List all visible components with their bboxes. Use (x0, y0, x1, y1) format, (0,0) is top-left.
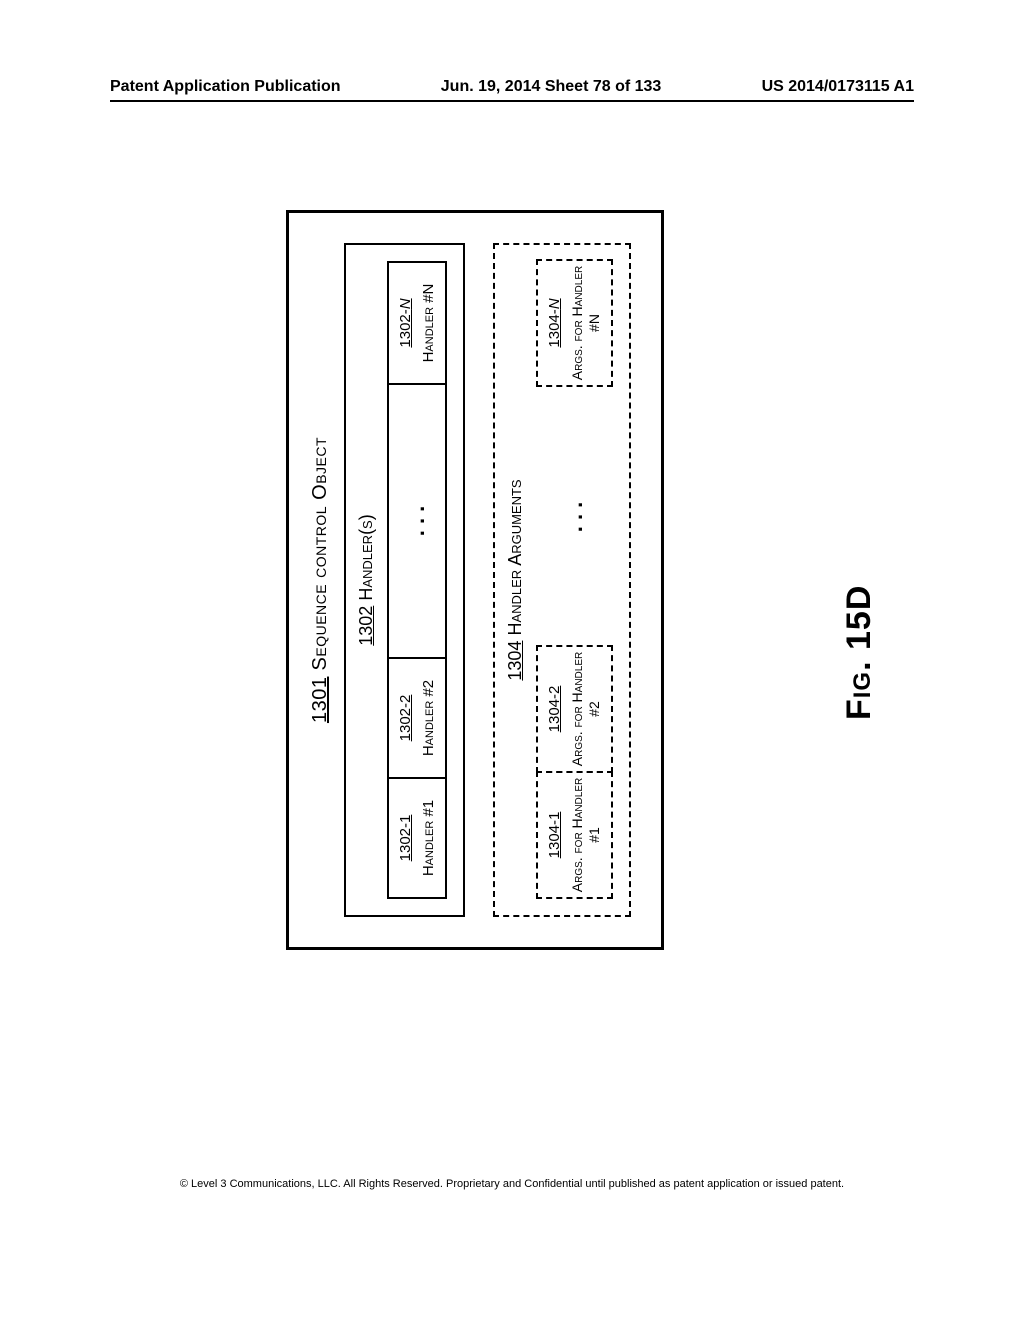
args-cell-2: 1304-2 Args. for Handler #2 (536, 645, 613, 773)
args-cell-n: 1304-N Args. for Handler #N (536, 259, 613, 387)
handler-n-ref: 1302-N (397, 269, 414, 377)
handler-2-ref: 1302-2 (397, 665, 414, 771)
rotated-content: 1301 Sequence control Object 1302 Handle… (286, 210, 664, 950)
header-right: US 2014/0173115 A1 (762, 78, 914, 96)
handler-cell-1: 1302-1 Handler #1 (389, 777, 445, 897)
args-ellipsis: . . . (536, 387, 613, 647)
handler-1-ref: 1302-1 (397, 785, 414, 891)
outer-title: 1301 Sequence control Object (309, 243, 332, 917)
handlers-box: 1302 Handler(s) 1302-1 Handler #1 1302-2… (344, 243, 465, 917)
arguments-ref: 1304 (505, 641, 525, 681)
header-center: Jun. 19, 2014 Sheet 78 of 133 (441, 78, 662, 96)
outer-ref: 1301 (309, 677, 331, 724)
handlers-row: 1302-1 Handler #1 1302-2 Handler #2 . . … (387, 261, 447, 899)
handler-n-label: Handler #N (420, 284, 437, 363)
figure-label-wrap: Fig. 15D (840, 720, 975, 759)
handlers-title: 1302 Handler(s) (356, 261, 377, 899)
args-n-ref: 1304-N (546, 265, 563, 381)
sequence-control-object-box: 1301 Sequence control Object 1302 Handle… (286, 210, 664, 950)
args-2-ref: 1304-2 (546, 651, 563, 767)
diagram-area: 1301 Sequence control Object 1302 Handle… (175, 190, 775, 970)
figure-label: Fig. 15D (840, 585, 879, 720)
args-n-label: Args. for Handler #N (569, 266, 602, 380)
page-header: Patent Application Publication Jun. 19, … (110, 78, 914, 96)
handler-arguments-box: 1304 Handler Arguments 1304-1 Args. for … (493, 243, 631, 917)
header-rule (110, 100, 914, 102)
outer-title-text: Sequence control Object (309, 437, 331, 671)
handlers-ref: 1302 (356, 606, 376, 646)
handler-1-label: Handler #1 (420, 800, 437, 876)
page: Patent Application Publication Jun. 19, … (0, 0, 1024, 1320)
args-cell-1: 1304-1 Args. for Handler #1 (536, 771, 613, 899)
arguments-row: 1304-1 Args. for Handler #1 1304-2 Args.… (536, 261, 613, 899)
handler-cell-n: 1302-N Handler #N (389, 263, 445, 383)
copyright-line: © Level 3 Communications, LLC. All Right… (0, 1178, 1024, 1190)
arguments-title-text: Handler Arguments (505, 479, 525, 635)
handler-2-label: Handler #2 (420, 680, 437, 756)
header-left: Patent Application Publication (110, 78, 341, 96)
handler-cell-2: 1302-2 Handler #2 (389, 657, 445, 777)
handler-ellipsis: . . . (389, 383, 445, 657)
arguments-title: 1304 Handler Arguments (505, 261, 526, 899)
handlers-title-text: Handler(s) (356, 514, 376, 600)
args-2-label: Args. for Handler #2 (569, 652, 602, 766)
args-1-ref: 1304-1 (546, 777, 563, 893)
args-1-label: Args. for Handler #1 (569, 778, 602, 892)
